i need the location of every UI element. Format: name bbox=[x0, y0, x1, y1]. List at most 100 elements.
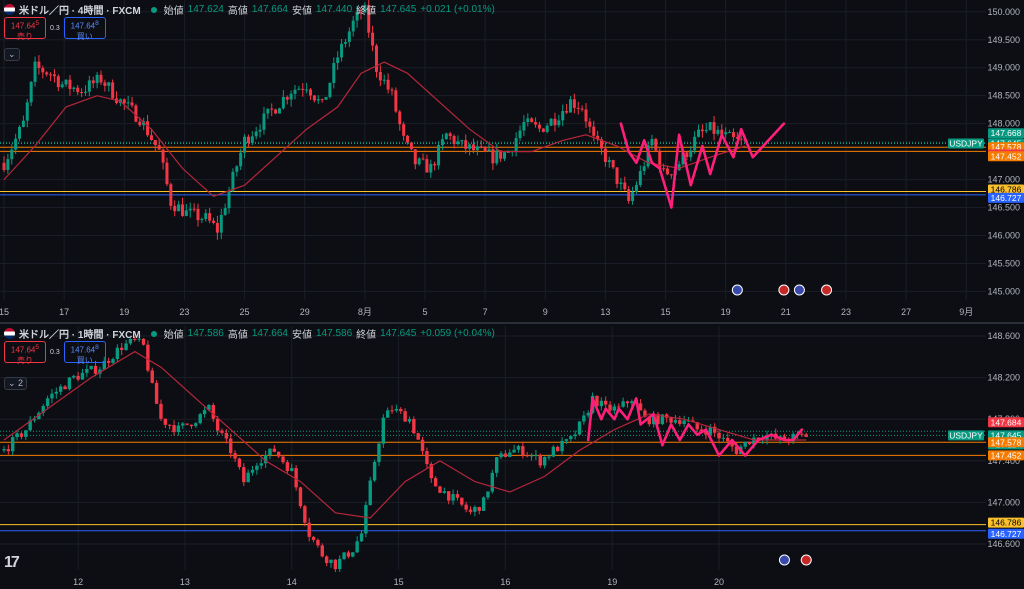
candle-body bbox=[215, 418, 220, 431]
candle-body bbox=[167, 424, 172, 426]
economic-event-icon bbox=[800, 554, 812, 566]
candle-body bbox=[673, 420, 678, 423]
candle-body bbox=[32, 419, 37, 421]
candles bbox=[2, 0, 747, 240]
candle-body bbox=[270, 108, 274, 110]
candle-body bbox=[471, 144, 475, 151]
economic-event-icon bbox=[731, 284, 743, 296]
candle-body bbox=[72, 375, 76, 378]
price-label-text: 147.578 bbox=[991, 437, 1022, 447]
candle-body bbox=[45, 72, 49, 75]
chart-canvas-1h[interactable]: 148.600148.200147.800147.400147.000146.6… bbox=[0, 324, 1024, 589]
time-tick-label: 15 bbox=[394, 577, 404, 587]
candle-body bbox=[512, 449, 516, 453]
grid bbox=[0, 326, 986, 570]
candle-body bbox=[60, 84, 64, 88]
usd-jpy-flag-icon bbox=[4, 328, 15, 339]
candle-body bbox=[455, 494, 460, 498]
candle-body bbox=[747, 441, 752, 445]
buy-button[interactable]: 147.648 買い bbox=[63, 17, 106, 41]
close-value: 147.645 bbox=[380, 328, 417, 339]
time-tick-label: 20 bbox=[714, 577, 724, 587]
price-tick-label: 146.500 bbox=[987, 203, 1020, 213]
panel-separator[interactable] bbox=[0, 322, 1024, 324]
chart-panel-4h[interactable]: 150.000 149.500 149.000 148.500 148.000 147.5… bbox=[0, 0, 1024, 322]
chart-panel-1h[interactable]: 148.600148.200147.800147.400147.000146.6… bbox=[0, 324, 1024, 589]
price-label-text: USDJPY bbox=[949, 138, 983, 148]
candle-body bbox=[503, 152, 507, 159]
candle-body bbox=[351, 20, 355, 32]
time-tick-label: 25 bbox=[240, 307, 250, 317]
time-tick-label: 19 bbox=[607, 577, 617, 587]
candle-body bbox=[316, 539, 320, 546]
candle-body bbox=[285, 96, 289, 100]
candle-body bbox=[600, 139, 604, 149]
sell-button[interactable]: 147.645 売り bbox=[4, 17, 46, 41]
price-label-text: 146.786 bbox=[991, 185, 1022, 195]
candle-body bbox=[181, 423, 185, 426]
candle-body bbox=[560, 440, 564, 452]
candle-body bbox=[11, 437, 15, 452]
candle-body bbox=[111, 82, 115, 99]
candle-body bbox=[102, 360, 106, 370]
candle-body bbox=[120, 347, 124, 350]
candle-body bbox=[342, 552, 346, 559]
candle-body bbox=[475, 146, 479, 151]
candle-body bbox=[468, 509, 473, 512]
candle-body bbox=[592, 126, 596, 136]
candle-body bbox=[448, 133, 452, 136]
candle-body bbox=[491, 149, 495, 164]
sell-price: 147.64 bbox=[10, 345, 36, 355]
chart-canvas-4h[interactable]: 150.000 149.500 149.000 148.500 148.000 147.5… bbox=[0, 0, 1024, 322]
buy-price: 147.64 bbox=[70, 345, 96, 355]
candle-body bbox=[490, 472, 495, 492]
candle-body bbox=[343, 41, 347, 44]
candle-body bbox=[320, 545, 324, 557]
candle-body bbox=[608, 404, 612, 411]
candle-body bbox=[180, 204, 184, 216]
price-label-tag bbox=[988, 151, 1024, 162]
market-open-dot-icon bbox=[150, 330, 157, 337]
candle-body bbox=[390, 89, 394, 91]
candle-body bbox=[28, 420, 32, 431]
sell-button[interactable]: 147.645 売り bbox=[4, 341, 46, 365]
candle-body bbox=[312, 95, 316, 101]
price-tick-label: 146.000 bbox=[987, 230, 1020, 240]
tradingview-logo[interactable]: 17 bbox=[4, 554, 20, 571]
candle-body bbox=[643, 410, 647, 417]
candle-body bbox=[451, 494, 455, 501]
candle-body bbox=[359, 533, 364, 542]
user-drawing-path bbox=[586, 397, 804, 457]
price-label-text: 146.727 bbox=[991, 529, 1022, 539]
candle-body bbox=[338, 558, 342, 570]
candle-body bbox=[235, 166, 239, 172]
candle-body bbox=[149, 135, 153, 140]
symbol-title[interactable]: 米ドル／円 · 1時間 · FXCM bbox=[19, 330, 141, 341]
indicator-collapse-button[interactable]: ⌄ bbox=[4, 48, 20, 61]
indicator-collapse-button[interactable]: ⌄ 2 bbox=[4, 377, 28, 390]
candle-body bbox=[220, 430, 224, 433]
price-tick-label: 147.000 bbox=[987, 497, 1020, 507]
candle-body bbox=[584, 109, 588, 122]
candle-body bbox=[791, 433, 795, 442]
candle-body bbox=[272, 448, 277, 452]
candle-body bbox=[565, 111, 569, 113]
candle-body bbox=[111, 359, 115, 363]
candle-body bbox=[697, 129, 701, 137]
candle-body bbox=[290, 468, 294, 472]
candle-body bbox=[208, 213, 212, 221]
candle-body bbox=[716, 129, 720, 134]
candle-body bbox=[85, 369, 89, 373]
price-label-tag bbox=[988, 128, 1024, 139]
symbol-title[interactable]: 米ドル／円 · 4時間 · FXCM bbox=[19, 6, 141, 17]
buy-button[interactable]: 147.648 買い bbox=[63, 341, 106, 365]
candle-body bbox=[328, 82, 332, 97]
candle-body bbox=[351, 552, 355, 557]
candle-body bbox=[91, 80, 95, 84]
candle-body bbox=[654, 138, 658, 151]
open-value: 147.586 bbox=[187, 328, 224, 339]
candle-body bbox=[382, 79, 386, 81]
candle-body bbox=[165, 162, 169, 185]
economic-event-icon bbox=[778, 284, 790, 296]
candle-body bbox=[651, 414, 656, 425]
